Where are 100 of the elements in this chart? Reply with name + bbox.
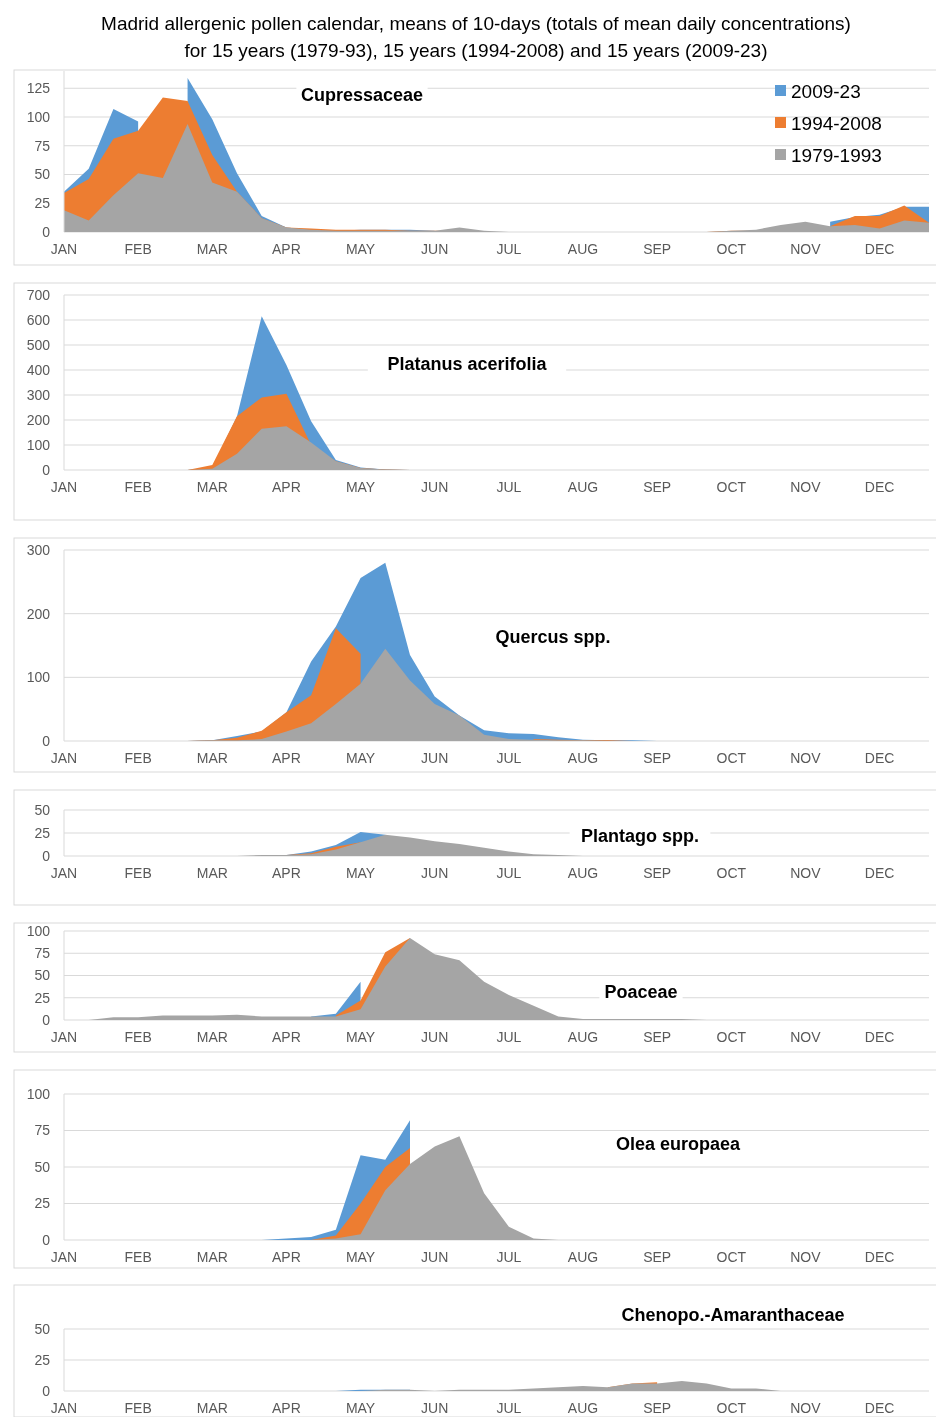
y-tick-label: 25	[34, 1195, 51, 1212]
x-tick-label: MAY	[345, 1249, 376, 1265]
text: Poaceae	[604, 982, 678, 1003]
x-tick-label: NOV	[790, 241, 822, 257]
x-tick-label: MAR	[196, 479, 228, 495]
x-tick-label: FEB	[124, 750, 152, 766]
y-tick-label: 300	[26, 386, 51, 403]
x-tick-label: AUG	[567, 1029, 599, 1045]
x-tick-label: OCT	[716, 750, 747, 766]
x-tick-label: SEP	[643, 479, 672, 495]
x-tick-label: APR	[272, 1029, 301, 1045]
x-tick-label: JAN	[50, 241, 78, 257]
y-tick-label: 0	[42, 1231, 51, 1248]
x-tick-label: FEB	[124, 1249, 152, 1265]
y-tick-label: 0	[42, 223, 51, 240]
x-tick-label: FEB	[124, 865, 152, 881]
x-tick-label: APR	[272, 1400, 301, 1416]
y-tick-label: 100	[26, 436, 51, 453]
x-tick-label: NOV	[790, 1249, 822, 1265]
x-tick-label: APR	[272, 865, 301, 881]
text: Plantago spp.	[580, 826, 700, 847]
x-tick-label: AUG	[567, 865, 599, 881]
x-tick-label: SEP	[643, 750, 672, 766]
x-tick-label: MAR	[196, 1400, 228, 1416]
x-tick-label: JAN	[50, 865, 78, 881]
x-tick-label: MAR	[196, 865, 228, 881]
x-tick-label: SEP	[643, 1400, 672, 1416]
text: Quercus spp.	[495, 627, 611, 648]
y-tick-label: 50	[34, 1320, 51, 1337]
y-tick-label: 100	[26, 1085, 51, 1102]
x-tick-label: MAY	[345, 241, 376, 257]
x-tick-label: JAN	[50, 1249, 78, 1265]
x-tick-label: JUL	[496, 479, 522, 495]
x-tick-label: AUG	[567, 1400, 599, 1416]
y-tick-label: 75	[34, 1122, 51, 1139]
x-tick-label: JAN	[50, 750, 78, 766]
y-tick-label: 200	[26, 411, 51, 428]
y-tick-label: 400	[26, 361, 51, 378]
x-tick-label: DEC	[864, 865, 895, 881]
x-tick-label: MAY	[345, 1029, 376, 1045]
x-tick-label: OCT	[716, 865, 747, 881]
x-tick-label: AUG	[567, 241, 599, 257]
x-tick-label: JAN	[50, 479, 78, 495]
x-tick-label: MAY	[345, 750, 376, 766]
y-tick-label: 0	[42, 461, 51, 478]
x-tick-label: JUL	[496, 865, 522, 881]
x-tick-label: MAR	[196, 241, 228, 257]
x-tick-label: NOV	[790, 750, 822, 766]
chart-title: Madrid allergenic pollen calendar, means of 10-days (totals of mean daily concentrations) for 15 years (1979-93), 15 years (1994-2008) and 15 years (2009-23)	[101, 13, 851, 61]
y-tick-label: 0	[42, 1011, 51, 1028]
x-tick-label: APR	[272, 750, 301, 766]
y-tick-label: 700	[26, 286, 51, 303]
y-tick-label: 500	[26, 336, 51, 353]
y-tick-label: 50	[34, 1158, 51, 1175]
x-tick-label: SEP	[643, 1029, 672, 1045]
y-tick-label: 100	[26, 108, 51, 125]
y-tick-label: 125	[26, 80, 51, 97]
x-tick-label: DEC	[864, 241, 895, 257]
y-tick-label: 25	[34, 1351, 51, 1368]
x-tick-label: SEP	[643, 865, 672, 881]
x-tick-label: SEP	[643, 1249, 672, 1265]
x-tick-label: JUL	[496, 241, 522, 257]
x-tick-label: AUG	[567, 750, 599, 766]
text: Platanus acerifolia	[387, 354, 548, 375]
x-tick-label: DEC	[864, 1029, 895, 1045]
y-tick-label: 300	[26, 541, 51, 558]
legend-label: 1979-1993	[791, 144, 882, 166]
y-tick-label: 50	[34, 166, 51, 183]
x-tick-label: MAY	[345, 479, 376, 495]
x-tick-label: OCT	[716, 1029, 747, 1045]
x-tick-label: NOV	[790, 865, 822, 881]
x-tick-label: DEC	[864, 750, 895, 766]
y-tick-label: 0	[42, 1382, 51, 1399]
x-tick-label: JUN	[421, 1400, 449, 1416]
x-tick-label: FEB	[124, 241, 152, 257]
text: Olea europaea	[615, 1134, 742, 1155]
x-tick-label: MAR	[196, 1249, 228, 1265]
x-tick-label: NOV	[790, 1400, 822, 1416]
x-tick-label: JUN	[421, 865, 449, 881]
x-tick-label: MAY	[345, 865, 376, 881]
y-tick-label: 50	[34, 967, 51, 984]
x-tick-label: DEC	[864, 1249, 895, 1265]
x-tick-label: NOV	[790, 1029, 822, 1045]
x-tick-label: OCT	[716, 241, 747, 257]
chart-subtitle: Chenopo.-Amaranthaceae	[621, 1305, 845, 1326]
x-tick-label: SEP	[643, 241, 672, 257]
x-tick-label: JUN	[421, 241, 449, 257]
y-tick-label: 0	[42, 847, 51, 864]
x-tick-label: JUN	[421, 1249, 449, 1265]
x-tick-label: MAR	[196, 1029, 228, 1045]
x-tick-label: JAN	[50, 1400, 78, 1416]
y-tick-label: 75	[34, 945, 51, 962]
y-tick-label: 75	[34, 137, 51, 154]
x-tick-label: DEC	[864, 479, 895, 495]
x-tick-label: FEB	[124, 1400, 152, 1416]
x-tick-label: JUN	[421, 1029, 449, 1045]
x-tick-label: JUN	[421, 750, 449, 766]
legend-label: 2009-23	[791, 80, 861, 102]
x-tick-label: JUL	[496, 1249, 522, 1265]
y-tick-label: 25	[34, 195, 51, 212]
